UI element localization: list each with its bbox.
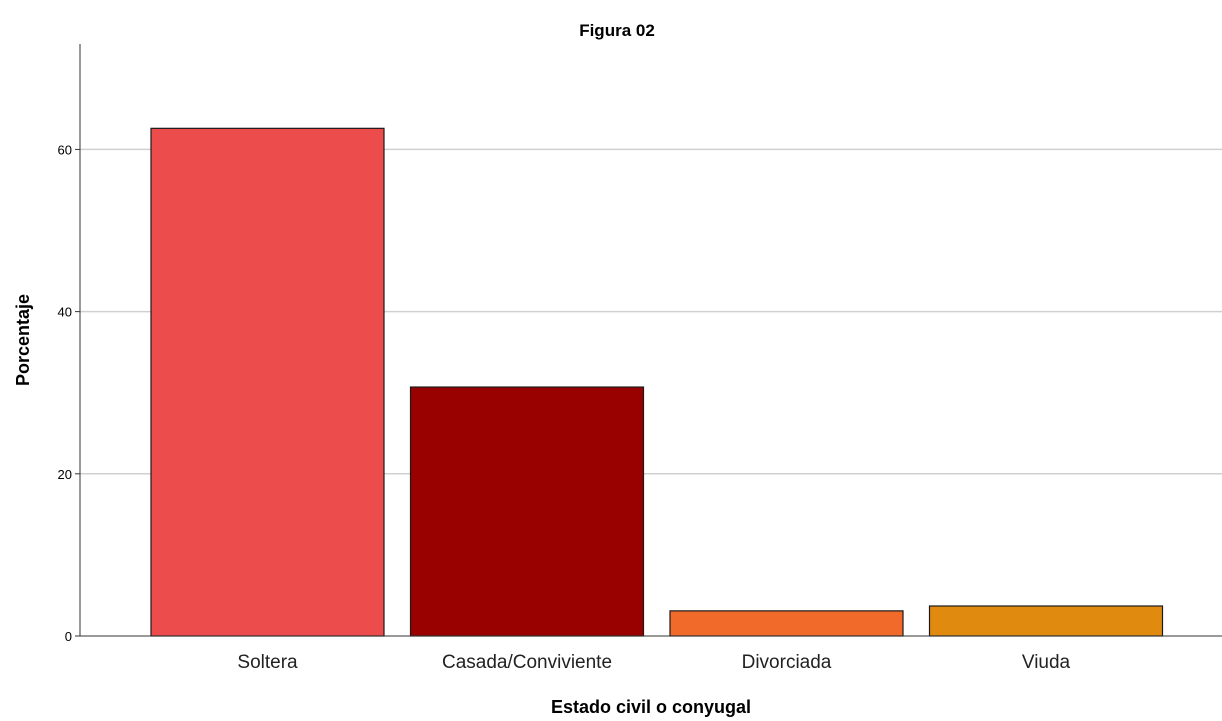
- bar-casada-conviviente: [409, 386, 645, 637]
- y-tick-label: 40: [58, 305, 72, 320]
- x-axis-label: Estado civil o conyugal: [551, 697, 751, 717]
- bar-viuda: [928, 605, 1164, 637]
- bars: [150, 127, 1164, 637]
- y-tick-label: 0: [65, 629, 72, 644]
- chart-title: Figura 02: [579, 21, 655, 40]
- x-tick-label: Casada/Conviviente: [442, 652, 612, 673]
- x-tick-label: Divorciada: [742, 652, 832, 673]
- bar-soltera: [150, 127, 385, 637]
- y-axis-label: Porcentaje: [13, 294, 33, 386]
- x-tick-label: Viuda: [1022, 652, 1071, 673]
- bar-divorciada: [669, 610, 904, 637]
- x-tick-labels: Soltera Casada/Conviviente Divorciada Viuda: [237, 652, 1070, 673]
- y-tick-label: 20: [58, 467, 72, 482]
- y-tick-labels: 0 20 40 60: [58, 142, 80, 644]
- x-tick-label: Soltera: [237, 652, 298, 673]
- y-tick-label: 60: [58, 142, 72, 157]
